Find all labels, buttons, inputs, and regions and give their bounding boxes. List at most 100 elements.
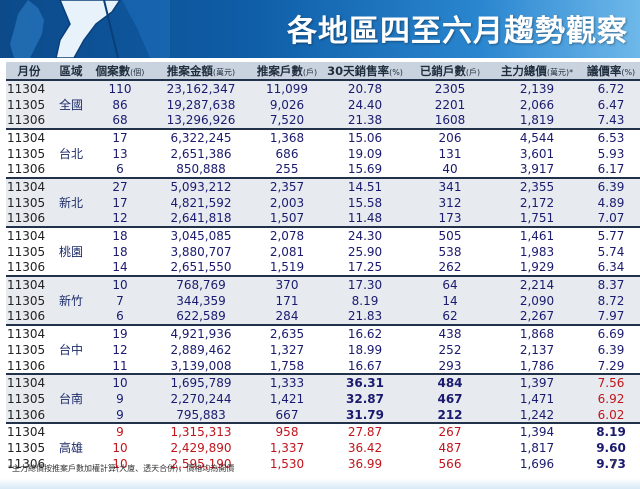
page-number: 7 [609, 458, 618, 473]
sold-cell: 341 [408, 177, 492, 195]
cases-cell: 10 [90, 275, 150, 293]
bargain-cell: 5.74 [582, 243, 640, 260]
rate30-cell: 8.19 [322, 292, 408, 309]
price-cell: 1,929 [492, 259, 582, 277]
price-cell: 1,983 [492, 243, 582, 260]
cases-cell: 18 [90, 226, 150, 244]
cases-cell: 6 [90, 308, 150, 326]
households-cell: 1,758 [252, 357, 322, 375]
rate30-cell: 25.90 [322, 243, 408, 260]
col-rate30: 30天銷售率(%) [322, 62, 408, 81]
bargain-cell: 6.39 [582, 177, 640, 195]
amount-cell: 19,287,638 [150, 96, 252, 113]
price-cell: 1,786 [492, 357, 582, 375]
table-row: 11306 11 3,139,008 1,758 16.67 293 1,786 7.29 [6, 357, 640, 375]
month-cell: 11304 [6, 373, 52, 392]
month-cell: 11305 [6, 342, 52, 358]
table-row: 11306 68 13,296,926 7,520 21.38 1608 1,819 7.43 [6, 112, 640, 130]
sold-cell: 467 [408, 391, 492, 407]
rate30-cell: 16.62 [322, 324, 408, 342]
table-row: 11304 全國 110 23,162,347 11,099 20.78 2305 2,139… [6, 80, 640, 130]
sold-cell: 484 [408, 373, 492, 392]
rate30-cell: 11.48 [322, 210, 408, 228]
table-row: 11305 18 3,880,707 2,081 25.90 538 1,983 5.74 [6, 243, 640, 260]
price-cell: 2,214 [492, 275, 582, 293]
table-row: 11306 6 850,888 255 15.69 40 3,917 6.17 [6, 161, 640, 179]
cases-cell: 10 [90, 373, 150, 392]
amount-cell: 2,889,462 [150, 342, 252, 358]
price-cell: 1,751 [492, 210, 582, 228]
amount-cell: 4,821,592 [150, 194, 252, 211]
households-cell: 1,421 [252, 391, 322, 407]
cases-cell: 6 [90, 161, 150, 179]
col-price: 主力總價(萬元)* [492, 62, 582, 81]
col-cases: 個案數(個) [90, 62, 150, 81]
sold-cell: 2201 [408, 96, 492, 113]
bargain-cell: 8.72 [582, 292, 640, 309]
sold-cell: 438 [408, 324, 492, 342]
cases-cell: 19 [90, 324, 150, 342]
cases-cell: 12 [90, 210, 150, 228]
rate30-cell: 19.09 [322, 145, 408, 162]
amount-cell: 2,270,244 [150, 391, 252, 407]
rate30-cell: 24.30 [322, 226, 408, 244]
households-cell: 1,337 [252, 440, 322, 456]
rate30-cell: 15.69 [322, 161, 408, 179]
households-cell: 2,635 [252, 324, 322, 342]
month-cell: 11304 [6, 324, 52, 342]
sold-cell: 312 [408, 194, 492, 211]
rate30-cell: 21.38 [322, 112, 408, 130]
table-row: 11306 12 2,641,818 1,507 11.48 173 1,751 7.07 [6, 210, 640, 228]
amount-cell: 850,888 [150, 161, 252, 179]
table-row: 11305 13 2,651,386 686 19.09 131 3,601 5.93 [6, 145, 640, 162]
col-month: 月份 [6, 62, 52, 81]
households-cell: 9,026 [252, 96, 322, 113]
amount-cell: 13,296,926 [150, 112, 252, 130]
households-cell: 2,078 [252, 226, 322, 244]
price-cell: 2,090 [492, 292, 582, 309]
cases-cell: 9 [90, 406, 150, 424]
cases-cell: 17 [90, 128, 150, 146]
bargain-cell: 7.07 [582, 210, 640, 228]
sold-cell: 538 [408, 243, 492, 260]
bargain-cell: 5.77 [582, 226, 640, 244]
table-row: 11304 台北 17 6,322,245 1,368 15.06 206 4,544 6.53 [6, 128, 640, 179]
rate30-cell: 15.06 [322, 128, 408, 146]
region-cell: 新竹 [52, 275, 90, 326]
sold-cell: 40 [408, 161, 492, 179]
table-row: 11304 高雄 9 1,315,313 958 27.87 267 1,394 8.19 [6, 422, 640, 472]
sold-cell: 173 [408, 210, 492, 228]
price-cell: 2,137 [492, 342, 582, 358]
month-cell: 11306 [6, 357, 52, 375]
amount-cell: 5,093,212 [150, 177, 252, 195]
bargain-cell: 9.60 [582, 440, 640, 456]
col-households: 推案戶數(戶) [252, 62, 322, 81]
price-cell: 2,172 [492, 194, 582, 211]
bargain-cell: 6.53 [582, 128, 640, 146]
rate30-cell: 16.67 [322, 357, 408, 375]
sold-cell: 262 [408, 259, 492, 277]
taiwan-map-graphic [10, 0, 170, 58]
households-cell: 7,520 [252, 112, 322, 130]
trend-table: 月份 區域 個案數(個) 推案金額(萬元) 推案戶數(戶) 30天銷售率(%) … [6, 62, 640, 472]
amount-cell: 2,595,190 [150, 455, 252, 472]
amount-cell: 2,651,550 [150, 259, 252, 277]
price-cell: 1,397 [492, 373, 582, 392]
month-cell: 11306 [6, 259, 52, 277]
month-cell: 11306 [6, 161, 52, 179]
cases-cell: 18 [90, 243, 150, 260]
sold-cell: 2305 [408, 80, 492, 97]
region-cell: 台南 [52, 373, 90, 424]
rate30-cell: 24.40 [322, 96, 408, 113]
households-cell: 1,507 [252, 210, 322, 228]
households-cell: 686 [252, 145, 322, 162]
households-cell: 1,530 [252, 455, 322, 472]
bargain-cell: 5.93 [582, 145, 640, 162]
price-cell: 1,461 [492, 226, 582, 244]
table-row: 11305 17 4,821,592 2,003 15.58 312 2,172 4.89 [6, 194, 640, 211]
bargain-cell: 6.92 [582, 391, 640, 407]
cases-cell: 86 [90, 96, 150, 113]
bargain-cell: 8.37 [582, 275, 640, 293]
cases-cell: 10 [90, 440, 150, 456]
amount-cell: 3,139,008 [150, 357, 252, 375]
